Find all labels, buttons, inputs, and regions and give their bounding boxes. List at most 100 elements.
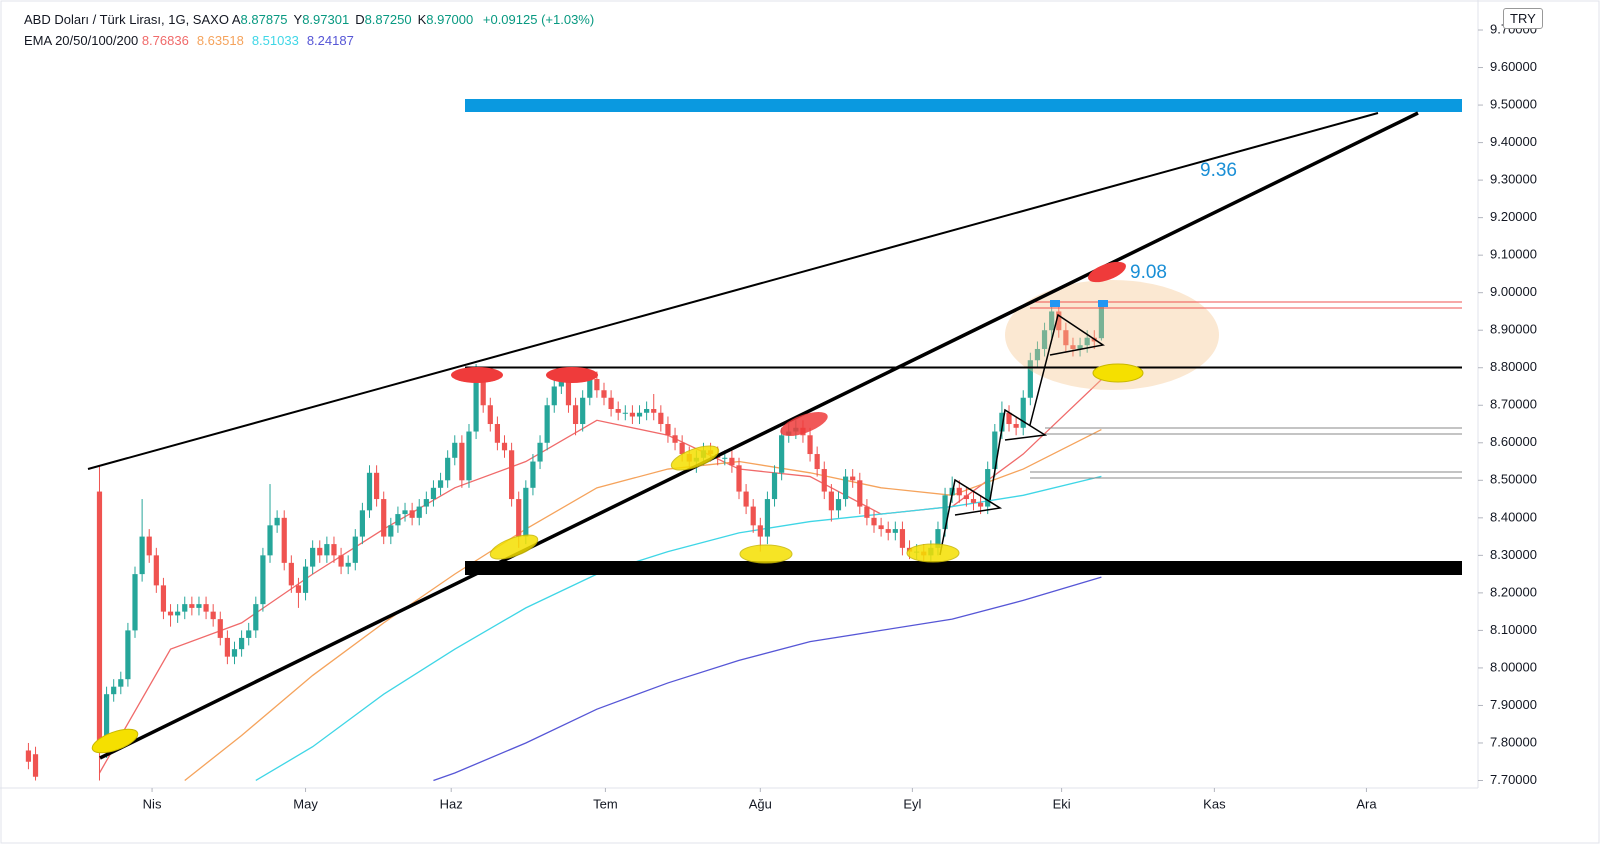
candle-body: [111, 686, 117, 695]
candle-body: [494, 424, 501, 443]
candle-body: [423, 499, 429, 507]
ohlc-key: K: [417, 12, 427, 27]
candle-body: [1070, 345, 1076, 349]
candle-body: [139, 536, 145, 575]
ohlc-value: 8.87250: [364, 12, 412, 27]
ohlc-value: 8.97301: [302, 12, 350, 27]
pennant: [939, 478, 1003, 556]
candle-body: [253, 604, 259, 631]
candle-body: [1084, 337, 1090, 346]
candle-body: [1034, 348, 1041, 361]
marker: [1098, 300, 1108, 307]
candle-body: [572, 405, 579, 425]
x-tick-label: Kas: [1203, 796, 1226, 811]
y-tick-label: 8.90000: [1490, 322, 1537, 337]
candle-body: [537, 442, 543, 462]
candle-body: [878, 525, 884, 530]
candle-body: [970, 499, 977, 503]
indicator-value: 8.63518: [196, 33, 244, 48]
candle-body: [871, 517, 877, 526]
indicator-value: 8.51033: [251, 33, 299, 48]
candle-body: [182, 604, 188, 612]
candle-body: [857, 480, 863, 507]
candle-body: [310, 547, 316, 567]
candle-body: [594, 378, 600, 391]
candle-body: [160, 585, 167, 612]
candle-body: [565, 375, 572, 406]
candle-body: [359, 510, 365, 537]
indicator-value: 8.24187: [306, 33, 354, 48]
candle-body: [1006, 412, 1012, 425]
candle-body: [1027, 360, 1033, 398]
pennant: [989, 408, 1048, 501]
candle-body: [509, 450, 515, 500]
candle-body: [942, 495, 948, 530]
indicator-title: EMA 20/50/100/200: [24, 33, 139, 48]
x-tick-label: Haz: [440, 796, 463, 811]
candle-body: [622, 412, 628, 414]
candle-body: [103, 694, 110, 751]
candle-body: [146, 536, 152, 556]
candle-body: [352, 536, 358, 563]
y-tick-label: 7.70000: [1490, 772, 1537, 787]
candle-body: [388, 525, 394, 537]
candle-body: [473, 375, 479, 432]
currency-button[interactable]: TRY: [1503, 8, 1543, 29]
candle-body: [32, 754, 39, 777]
x-tick-label: Eki: [1053, 796, 1071, 811]
support-band: [465, 561, 1462, 575]
candle-body: [366, 472, 373, 511]
candle-body: [175, 611, 181, 616]
candle-body: [551, 386, 557, 406]
x-tick-label: Eyl: [903, 796, 921, 811]
marker: [1088, 261, 1126, 283]
annotation: 9.08: [1130, 262, 1167, 283]
candle-body: [544, 405, 550, 443]
candle-body: [601, 390, 607, 398]
candle-body: [1063, 330, 1069, 346]
trend-line: [87, 112, 1379, 470]
candle-body: [892, 529, 898, 533]
marker: [546, 367, 598, 383]
candle-body: [750, 506, 756, 526]
candle-body: [629, 412, 636, 417]
candle-body: [381, 499, 387, 537]
candle-body: [459, 442, 465, 481]
x-tick-label: Tem: [593, 796, 618, 811]
candle-body: [644, 409, 650, 413]
candle-body: [651, 409, 657, 413]
candle-body: [779, 435, 785, 473]
candle-body: [132, 574, 138, 631]
candle-body: [374, 472, 380, 500]
candle-body: [281, 517, 287, 563]
ohlc-key: Y: [293, 12, 303, 27]
candle-body: [395, 514, 401, 526]
candle-body: [864, 506, 870, 518]
indicator-legend: EMA 20/50/100/200 8.76836 8.63518 8.51033 8…: [24, 33, 362, 48]
candle-body: [217, 619, 223, 638]
resistance-band: [465, 99, 1462, 112]
candle-body: [1020, 397, 1026, 428]
candle-body: [985, 469, 991, 507]
candle-body: [580, 397, 586, 425]
annotation: 9.36: [1200, 160, 1237, 181]
candle-body: [167, 611, 174, 616]
axes: 7.70000 7.80000 7.90000 8.00000 8.10000 8.200…: [143, 21, 1537, 811]
candle-body: [445, 457, 451, 481]
y-tick-label: 8.20000: [1490, 584, 1537, 599]
candle-body: [587, 378, 593, 398]
candle-body: [523, 487, 529, 537]
candle-body: [608, 397, 614, 410]
marker: [1092, 363, 1144, 383]
candle-body: [437, 480, 444, 488]
candle-body: [1077, 345, 1083, 349]
candle-body: [331, 544, 337, 556]
candle-body: [267, 525, 273, 556]
candle-body: [992, 431, 998, 470]
candle-body: [1041, 330, 1048, 349]
candle-body: [238, 637, 245, 650]
candle-body: [835, 499, 842, 511]
y-tick-label: 7.90000: [1490, 697, 1537, 712]
candle-body: [196, 604, 202, 608]
candle-body: [409, 510, 415, 518]
